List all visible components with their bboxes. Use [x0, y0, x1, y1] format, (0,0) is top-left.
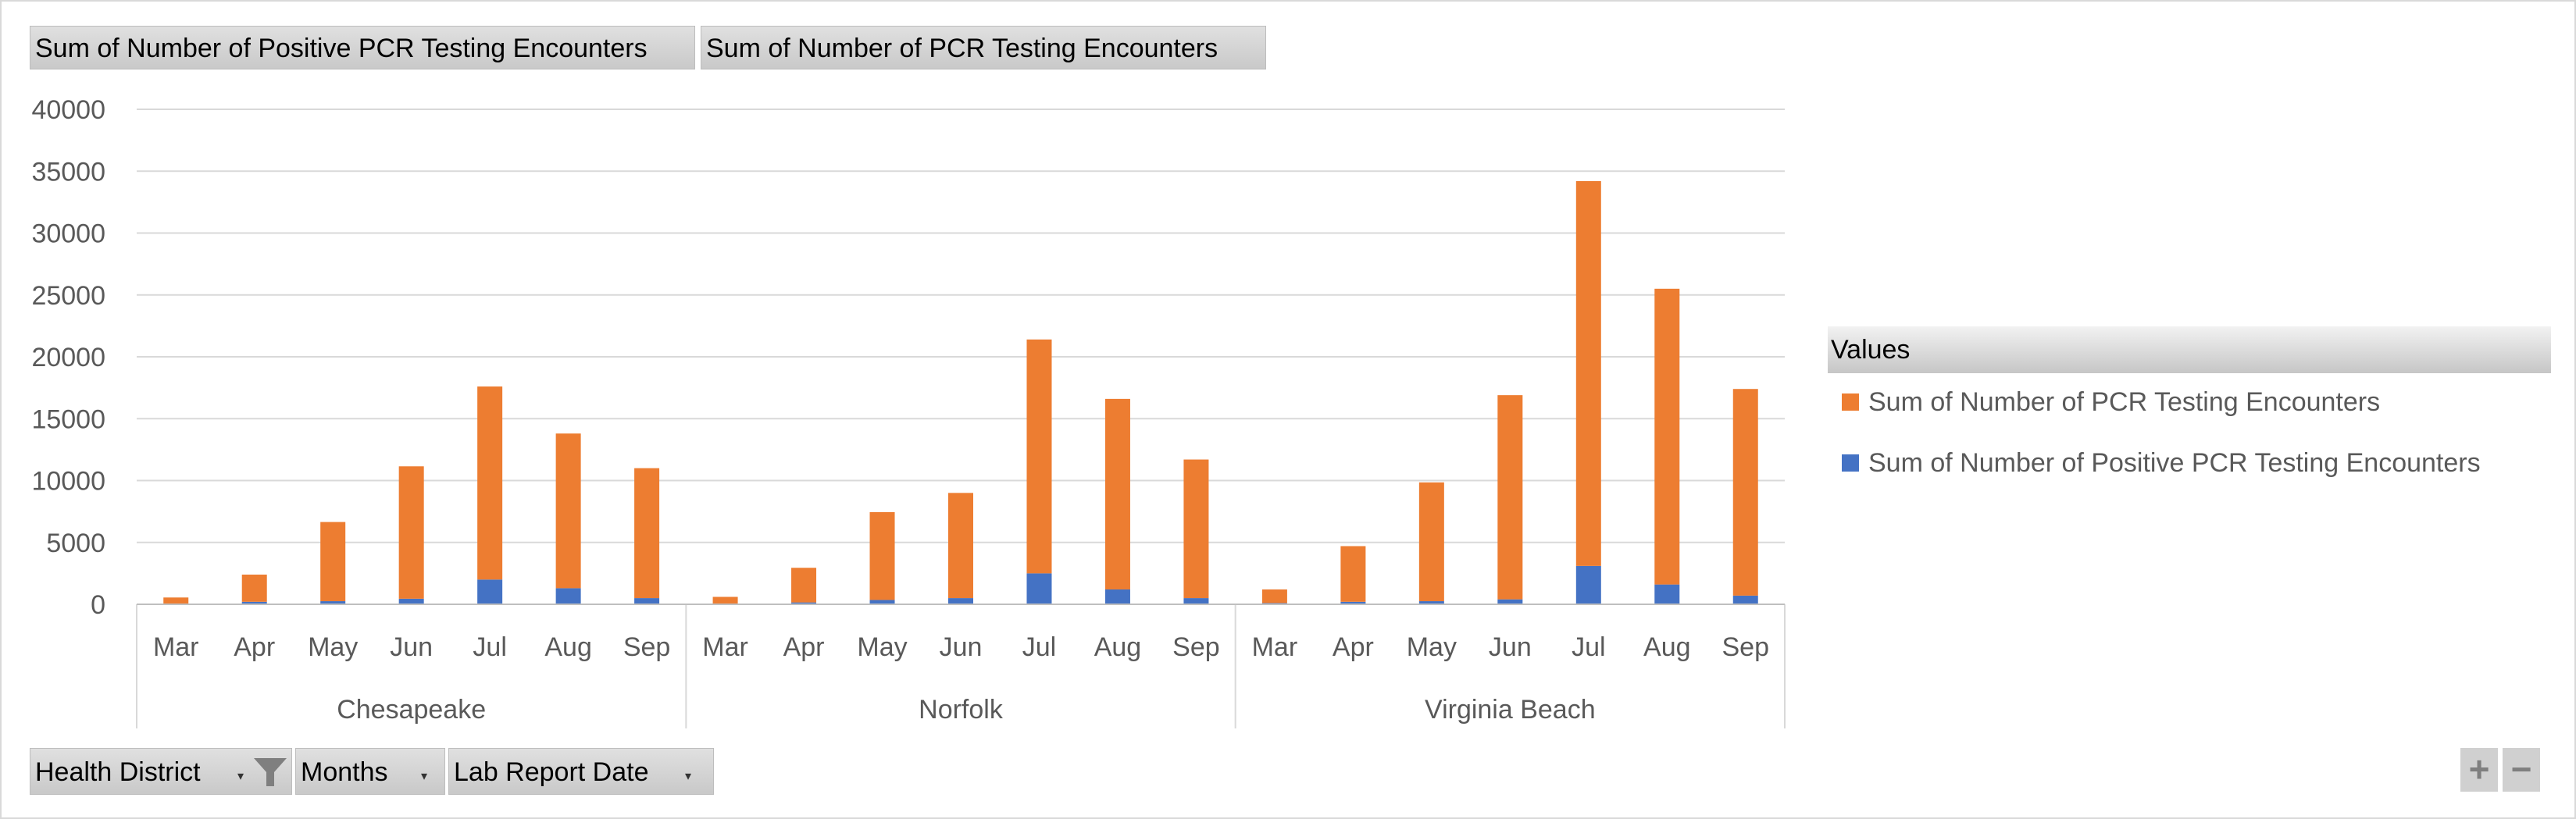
bar-total-chesapeake-aug — [555, 433, 581, 589]
y-axis-ticks: 0 5000 10000 15000 20000 25000 30000 35000 40000 — [31, 95, 105, 620]
x-tick-label: Mar — [702, 632, 748, 662]
x-tick-label: Sep — [1172, 632, 1220, 662]
group-label: Virginia Beach — [1425, 695, 1596, 725]
x-tick-label: Apr — [1333, 632, 1374, 662]
y-tick-label: 35000 — [31, 157, 105, 187]
legend-label-total: Sum of Number of PCR Testing Encounters — [1868, 387, 2381, 417]
bar-positive-chesapeake-aug — [555, 588, 581, 604]
bar-total-norfolk-mar — [712, 596, 738, 604]
bar-total-virginia-beach-jun — [1497, 395, 1523, 600]
bar-total-norfolk-sep — [1183, 459, 1209, 599]
bar-positive-norfolk-apr — [791, 602, 817, 604]
bar-total-virginia-beach-apr — [1340, 546, 1366, 602]
field-positive-pcr-button[interactable]: Sum of Number of Positive PCR Testing En… — [30, 26, 695, 69]
legend-header: Values — [1828, 326, 2551, 373]
y-tick-label: 0 — [91, 590, 105, 620]
bar-positive-chesapeake-sep — [634, 598, 660, 604]
x-tick-label: Aug — [544, 632, 592, 662]
y-tick-label: 25000 — [31, 281, 105, 311]
bar-positive-virginia-beach-jun — [1497, 599, 1523, 604]
bar-total-virginia-beach-sep — [1732, 389, 1758, 596]
x-tick-label: Mar — [153, 632, 199, 662]
health-district-label: Health District — [35, 757, 201, 787]
bar-total-norfolk-jul — [1026, 339, 1052, 574]
dropdown-arrow-icon: ▾ — [685, 770, 692, 783]
x-tick-label: Aug — [1643, 632, 1691, 662]
lab-report-date-label: Lab Report Date — [454, 757, 649, 787]
x-axis: Mar Apr May Jun Jul Aug Sep Chesapeake Mar Apr May… — [136, 604, 1786, 728]
bar-total-norfolk-jun — [948, 493, 973, 599]
bar-total-chesapeake-mar — [163, 597, 189, 604]
bar-positive-chesapeake-apr — [241, 601, 267, 604]
x-tick-label: Apr — [783, 632, 825, 662]
bar-positive-virginia-beach-jul — [1575, 565, 1601, 604]
x-tick-label: Aug — [1094, 632, 1142, 662]
bar-positive-virginia-beach-apr — [1340, 601, 1366, 604]
legend-item-positive: Sum of Number of Positive PCR Testing En… — [1842, 448, 2481, 479]
x-tick-label: Jun — [390, 632, 433, 662]
bar-total-norfolk-may — [869, 511, 895, 600]
bars — [163, 180, 1758, 604]
bar-total-chesapeake-sep — [634, 468, 660, 599]
bar-positive-norfolk-aug — [1104, 589, 1130, 604]
filter-icon[interactable] — [252, 755, 288, 789]
bar-total-chesapeake-may — [320, 522, 346, 602]
x-tick-label: Jun — [940, 632, 983, 662]
bar-positive-chesapeake-may — [320, 601, 346, 604]
field-health-district-button[interactable]: Health District ▾ — [30, 748, 292, 795]
legend-swatch-total — [1842, 393, 1859, 411]
field-months-button[interactable]: Months ▾ — [295, 748, 445, 795]
y-tick-label: 20000 — [31, 343, 105, 372]
legend-item-total: Sum of Number of PCR Testing Encounters — [1842, 387, 2380, 418]
bar-total-chesapeake-jul — [477, 386, 503, 580]
y-tick-label: 15000 — [31, 404, 105, 434]
months-label: Months — [301, 757, 388, 787]
dropdown-arrow-icon: ▾ — [237, 770, 244, 783]
group-label: Norfolk — [919, 695, 1004, 725]
legend-label-positive: Sum of Number of Positive PCR Testing En… — [1868, 448, 2481, 478]
legend-swatch-positive — [1842, 454, 1859, 472]
bar-total-virginia-beach-jul — [1575, 180, 1601, 566]
bar-total-virginia-beach-may — [1418, 482, 1444, 602]
x-tick-label: Jul — [1022, 632, 1056, 662]
bar-total-virginia-beach-mar — [1261, 589, 1287, 604]
dropdown-arrow-icon: ▾ — [421, 770, 428, 783]
y-tick-label: 30000 — [31, 219, 105, 249]
field-lab-report-date-button[interactable]: Lab Report Date ▾ — [448, 748, 714, 795]
y-tick-label: 40000 — [31, 95, 105, 125]
bar-positive-norfolk-jul — [1026, 573, 1052, 604]
bar-positive-virginia-beach-sep — [1732, 595, 1758, 604]
x-tick-label: May — [308, 632, 358, 662]
bar-total-chesapeake-apr — [241, 574, 267, 602]
group-label: Chesapeake — [337, 695, 486, 725]
bar-total-norfolk-aug — [1104, 398, 1130, 589]
x-tick-label: May — [1407, 632, 1457, 662]
bar-positive-norfolk-may — [869, 600, 895, 604]
x-tick-label: Jul — [1572, 632, 1605, 662]
x-tick-label: Apr — [234, 632, 275, 662]
x-tick-label: Sep — [1722, 632, 1770, 662]
bar-positive-norfolk-jun — [948, 598, 973, 604]
x-tick-label: Jul — [473, 632, 506, 662]
zoom-out-button[interactable]: − — [2503, 748, 2540, 792]
x-tick-label: Sep — [623, 632, 671, 662]
bar-positive-virginia-beach-aug — [1654, 584, 1680, 604]
y-tick-label: 10000 — [31, 467, 105, 497]
x-tick-label: Mar — [1252, 632, 1298, 662]
bar-total-virginia-beach-aug — [1654, 288, 1680, 585]
bar-total-norfolk-apr — [791, 568, 817, 603]
bar-positive-virginia-beach-may — [1418, 601, 1444, 604]
bar-total-chesapeake-jun — [398, 466, 424, 599]
bar-positive-chesapeake-jul — [477, 579, 503, 604]
bar-positive-norfolk-sep — [1183, 598, 1209, 604]
bar-positive-chesapeake-jun — [398, 598, 424, 604]
x-tick-label: May — [857, 632, 907, 662]
zoom-in-button[interactable]: + — [2460, 748, 2498, 792]
x-tick-label: Jun — [1489, 632, 1532, 662]
y-tick-label: 5000 — [46, 529, 105, 558]
field-total-pcr-button[interactable]: Sum of Number of PCR Testing Encounters — [701, 26, 1266, 69]
